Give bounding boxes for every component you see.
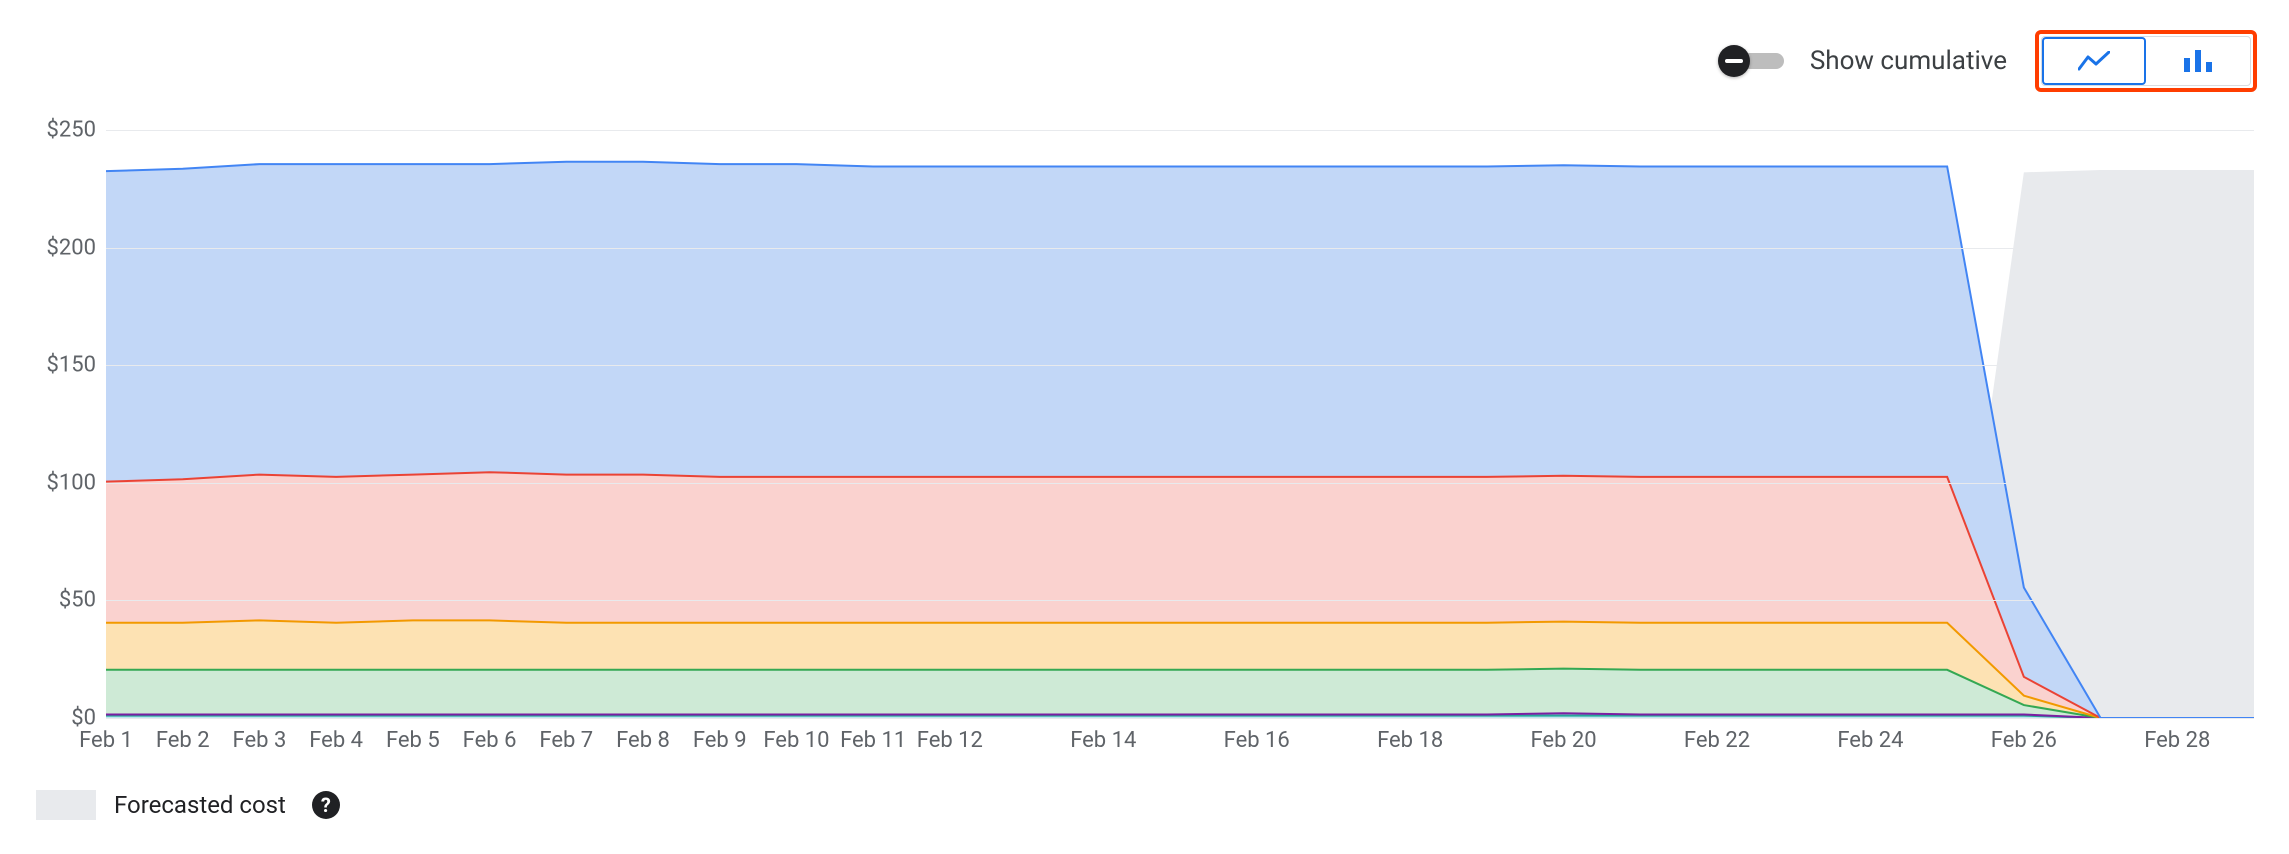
chart-controls: Show cumulative <box>1718 30 2257 92</box>
gridline <box>106 365 2254 366</box>
gridline <box>106 600 2254 601</box>
x-axis-label: Feb 18 <box>1377 728 1443 753</box>
bar-chart-icon <box>2183 50 2213 72</box>
area-svg <box>106 130 2254 718</box>
y-axis-label: $200 <box>47 235 96 260</box>
chart-view-switch <box>2035 30 2257 92</box>
x-axis-label: Feb 11 <box>840 728 906 753</box>
x-axis-label: Feb 5 <box>386 728 440 753</box>
x-axis-label: Feb 6 <box>463 728 517 753</box>
x-axis-label: Feb 3 <box>233 728 287 753</box>
cumulative-toggle[interactable] <box>1718 41 1792 81</box>
cumulative-toggle-label: Show cumulative <box>1810 46 2007 76</box>
x-axis-label: Feb 14 <box>1070 728 1136 753</box>
legend: Forecasted cost ? <box>36 790 340 820</box>
gridline <box>106 130 2254 131</box>
x-axis-label: Feb 9 <box>693 728 747 753</box>
x-axis-label: Feb 2 <box>156 728 210 753</box>
y-axis-label: $100 <box>47 470 96 495</box>
cumulative-toggle-group: Show cumulative <box>1718 41 2007 81</box>
cost-chart: $0$50$100$150$200$250Feb 1Feb 2Feb 3Feb … <box>36 130 2254 750</box>
bar-view-button[interactable] <box>2146 37 2250 85</box>
x-axis-label: Feb 22 <box>1684 728 1750 753</box>
cost-chart-panel: Show cumulative <box>0 0 2289 854</box>
line-view-button[interactable] <box>2042 37 2146 85</box>
x-axis-label: Feb 28 <box>2144 728 2210 753</box>
y-axis-label: $150 <box>47 353 96 378</box>
x-axis-label: Feb 4 <box>309 728 363 753</box>
help-icon[interactable]: ? <box>312 791 340 819</box>
line-chart-icon <box>2078 51 2110 71</box>
x-axis-label: Feb 20 <box>1530 728 1596 753</box>
x-axis-label: Feb 24 <box>1837 728 1903 753</box>
x-axis-label: Feb 1 <box>79 728 133 753</box>
gridline <box>106 248 2254 249</box>
minus-icon <box>1725 59 1743 63</box>
plot-area <box>106 130 2254 718</box>
y-axis-label: $50 <box>59 588 96 613</box>
x-axis-label: Feb 12 <box>917 728 983 753</box>
legend-swatch-forecast <box>36 790 96 820</box>
series-green-area <box>106 669 2254 718</box>
gridline <box>106 718 2254 719</box>
gridline <box>106 483 2254 484</box>
y-axis-label: $0 <box>71 706 96 731</box>
toggle-knob <box>1718 45 1750 77</box>
x-axis-label: Feb 10 <box>763 728 829 753</box>
x-axis-label: Feb 8 <box>616 728 670 753</box>
y-axis-label: $250 <box>47 118 96 143</box>
x-axis-label: Feb 7 <box>539 728 593 753</box>
x-axis-label: Feb 26 <box>1991 728 2057 753</box>
legend-label-forecast: Forecasted cost <box>114 791 286 819</box>
x-axis-label: Feb 16 <box>1224 728 1290 753</box>
view-switch-inner <box>2041 36 2251 86</box>
